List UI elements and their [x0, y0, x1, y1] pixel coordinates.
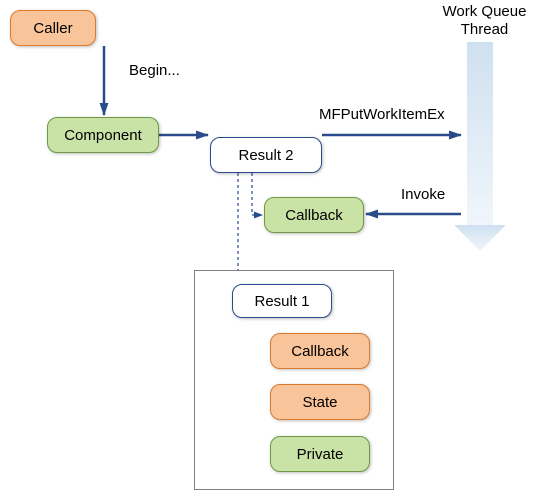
invoke-label: Invoke: [401, 186, 445, 203]
component-node: Component: [47, 117, 159, 153]
work-queue-title-line2: Thread: [461, 21, 509, 38]
edge-result2-callback-dotted: [252, 173, 262, 215]
callback2-node: Callback: [270, 333, 370, 369]
callback2-label: Callback: [291, 343, 349, 360]
callback-label: Callback: [285, 207, 343, 224]
state-node: State: [270, 384, 370, 420]
result1-node: Result 1: [232, 284, 332, 318]
begin-label: Begin...: [129, 62, 180, 79]
caller-label: Caller: [33, 20, 72, 37]
caller-node: Caller: [10, 10, 96, 46]
work-queue-title: Work Queue Thread: [432, 3, 537, 39]
component-label: Component: [64, 127, 142, 144]
result1-label: Result 1: [254, 293, 309, 310]
private-node: Private: [270, 436, 370, 472]
mfputworkitemex-label: MFPutWorkItemEx: [319, 106, 445, 123]
work-queue-title-line1: Work Queue: [443, 3, 527, 20]
callback-node: Callback: [264, 197, 364, 233]
result2-label: Result 2: [238, 147, 293, 164]
work-queue-arrow: [454, 42, 506, 251]
state-label: State: [302, 394, 337, 411]
private-label: Private: [297, 446, 344, 463]
result2-node: Result 2: [210, 137, 322, 173]
